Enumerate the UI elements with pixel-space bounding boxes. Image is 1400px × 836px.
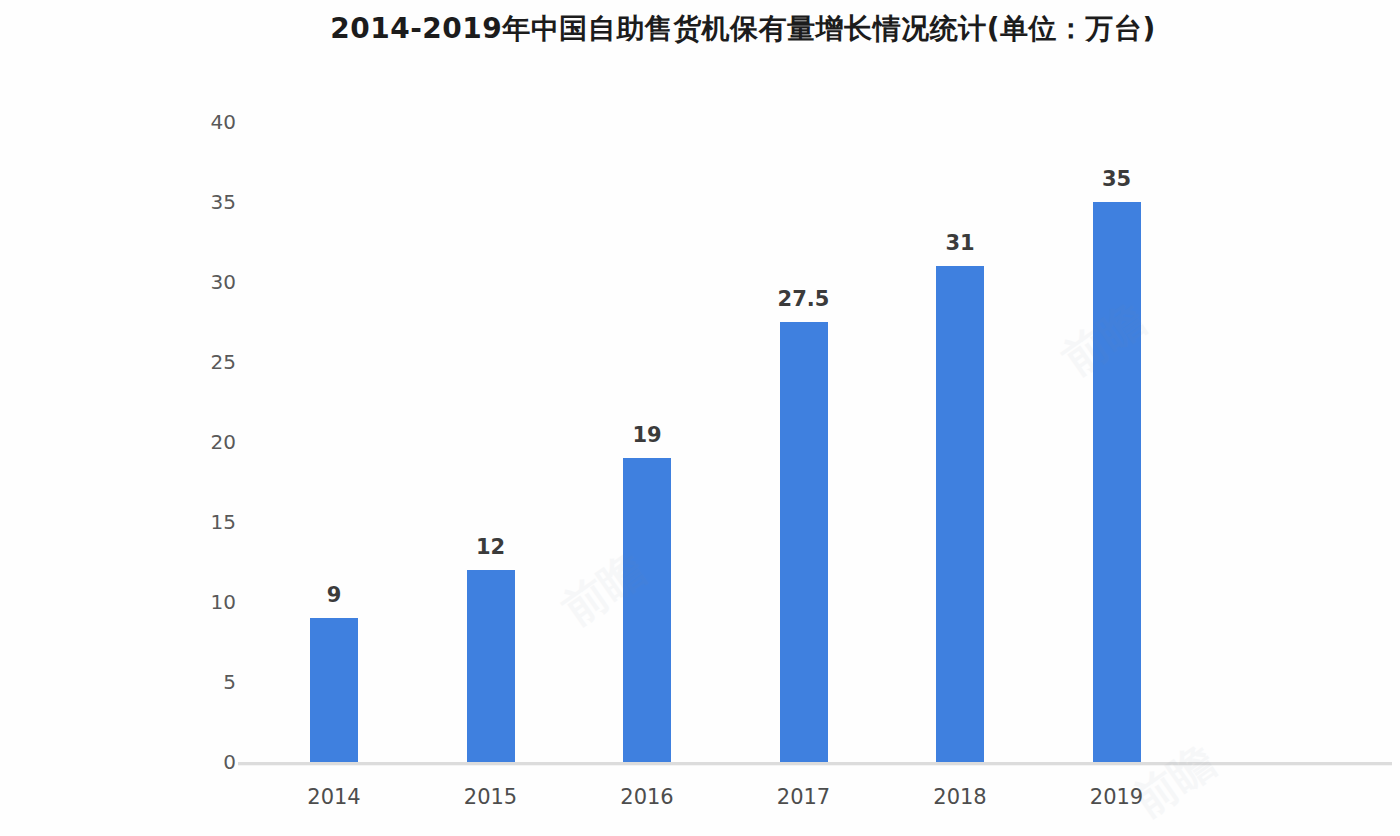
x-axis-line xyxy=(238,762,1392,765)
bar-value-label: 9 xyxy=(279,580,389,610)
bar-2014 xyxy=(310,618,358,762)
bar-2016 xyxy=(623,458,671,762)
y-tick-label: 35 xyxy=(140,189,236,215)
bar-2019 xyxy=(1093,202,1141,762)
x-tick-label: 2016 xyxy=(592,782,702,812)
x-tick-label: 2014 xyxy=(279,782,389,812)
y-tick-label: 5 xyxy=(140,669,236,695)
x-tick-label: 2018 xyxy=(905,782,1015,812)
bar-value-label: 31 xyxy=(905,228,1015,258)
y-tick-label: 30 xyxy=(140,269,236,295)
bar-chart: 2014-2019年中国自助售货机保有量增长情况统计(单位：万台) 0 5 10 15… xyxy=(0,0,1400,836)
bar-value-label: 12 xyxy=(436,532,546,562)
y-tick-label: 10 xyxy=(140,589,236,615)
bar-2017 xyxy=(780,322,828,762)
y-tick-label: 15 xyxy=(140,509,236,535)
bar-value-label: 27.5 xyxy=(749,284,859,314)
y-tick-label: 20 xyxy=(140,429,236,455)
y-tick-label: 0 xyxy=(140,749,236,775)
y-tick-label: 25 xyxy=(140,349,236,375)
bar-2015 xyxy=(467,570,515,762)
x-tick-label: 2019 xyxy=(1062,782,1172,812)
x-tick-label: 2015 xyxy=(436,782,546,812)
x-tick-label: 2017 xyxy=(749,782,859,812)
bar-2018 xyxy=(936,266,984,762)
bar-value-label: 19 xyxy=(592,420,702,450)
y-tick-label: 40 xyxy=(140,109,236,135)
bar-value-label: 35 xyxy=(1062,164,1172,194)
chart-title: 2014-2019年中国自助售货机保有量增长情况统计(单位：万台) xyxy=(0,10,1400,48)
